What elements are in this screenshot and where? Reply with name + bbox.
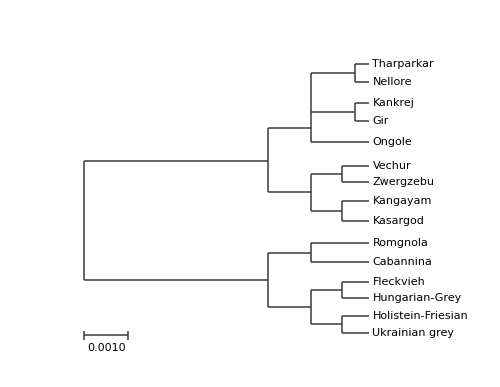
Text: Tharparkar: Tharparkar [372,59,434,69]
Text: Gir: Gir [372,116,389,126]
Text: Kankrej: Kankrej [372,98,414,108]
Text: Kangayam: Kangayam [372,196,432,206]
Text: Kasargod: Kasargod [372,216,424,226]
Text: Ongole: Ongole [372,137,412,147]
Text: Ukrainian grey: Ukrainian grey [372,327,454,337]
Text: Nellore: Nellore [372,77,412,87]
Text: 0.0010: 0.0010 [87,343,126,353]
Text: Romgnola: Romgnola [372,238,428,248]
Text: Hungarian-Grey: Hungarian-Grey [372,293,462,303]
Text: Cabannina: Cabannina [372,257,432,267]
Text: Vechur: Vechur [372,161,411,171]
Text: Fleckvieh: Fleckvieh [372,277,425,287]
Text: Zwergzebu: Zwergzebu [372,177,434,187]
Text: Holistein-Friesian: Holistein-Friesian [372,311,468,321]
